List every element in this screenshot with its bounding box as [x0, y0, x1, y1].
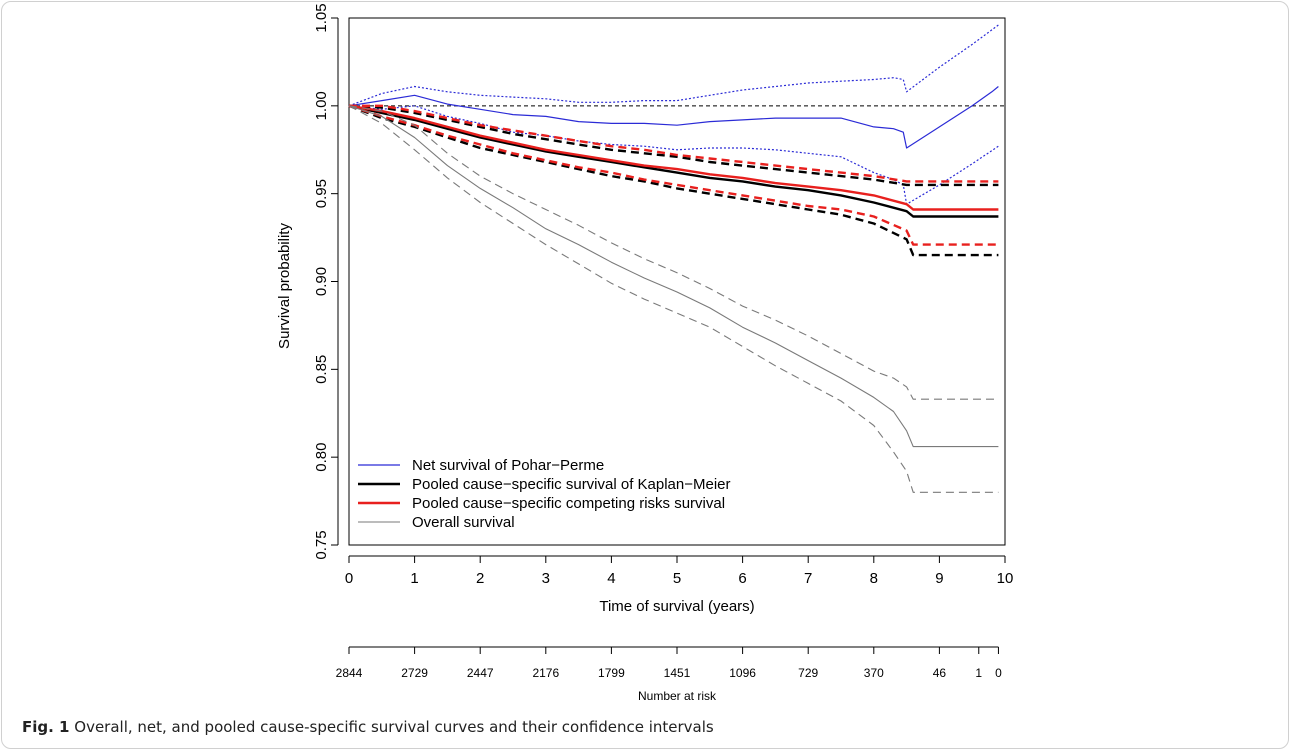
x-tick-label: 6	[738, 570, 746, 587]
figure-caption: Fig. 1 Overall, net, and pooled cause-sp…	[22, 718, 714, 736]
legend-label: Pooled cause−specific competing risks su…	[412, 495, 725, 512]
x-tick-label: 4	[607, 570, 615, 587]
risk-table: 2844 2729 2447 2176 1799 1451 1096 729 370 46 1 0	[336, 646, 1002, 680]
x-tick-label: 3	[542, 570, 550, 587]
x-tick-label: 2	[476, 570, 484, 587]
risk-value: 2176	[532, 666, 559, 680]
risk-value: 1799	[598, 666, 625, 680]
series-line-4-dashed	[348, 104, 999, 187]
legend-label: Net survival of Pohar−Perme	[412, 457, 604, 474]
x-tick-label: 8	[870, 570, 878, 587]
y-tick-label: 1.05	[313, 3, 330, 32]
legend: Net survival of Pohar−Perme Pooled cause−…	[358, 457, 731, 531]
series-line-8-dashed	[348, 104, 999, 246]
risk-table-label: Number at risk	[638, 689, 717, 703]
series-line-1-dotted	[348, 24, 999, 107]
series-line-10-dashed	[348, 105, 999, 400]
y-tick-label: 1.00	[313, 91, 330, 120]
y-tick-label: 0.75	[313, 530, 330, 559]
series-line-2-dotted	[348, 105, 999, 205]
risk-value: 0	[995, 666, 1002, 680]
risk-value: 729	[798, 666, 818, 680]
x-tick-label: 0	[345, 570, 353, 587]
y-tick-label: 0.95	[313, 179, 330, 208]
risk-value: 46	[933, 666, 947, 680]
risk-value: 2844	[336, 666, 363, 680]
x-tick-label: 9	[935, 570, 943, 587]
y-tick-label: 0.90	[313, 267, 330, 296]
figure-caption-text: Overall, net, and pooled cause-specific …	[74, 718, 714, 736]
risk-value: 1	[975, 666, 982, 680]
series-line-3-solid	[348, 104, 999, 218]
y-tick-label: 0.85	[313, 355, 330, 384]
risk-value: 2729	[401, 666, 428, 680]
series-lines	[348, 24, 1005, 493]
x-axis-label: Time of survival (years)	[599, 598, 754, 615]
y-tick-label: 0.80	[313, 443, 330, 472]
y-axis-label: Survival probability	[276, 223, 293, 349]
risk-value: 1451	[664, 666, 691, 680]
series-line-6-solid	[348, 104, 999, 211]
x-tick-label: 10	[997, 570, 1014, 587]
series-line-9-solid	[348, 105, 999, 448]
series-line-0-solid	[348, 86, 999, 149]
legend-label: Overall survival	[412, 514, 515, 531]
x-tick-label: 5	[673, 570, 681, 587]
axes: 0.75 0.80 0.85 0.90 0.95 1.00 1.05 0 1 2 3 4 5 6 7 8 9 10	[313, 3, 1013, 587]
figure-label: Fig. 1	[22, 718, 70, 736]
risk-value: 2447	[467, 666, 494, 680]
series-line-11-dashed	[348, 105, 999, 493]
risk-value: 1096	[729, 666, 756, 680]
x-tick-label: 1	[410, 570, 418, 587]
series-line-7-dashed	[349, 104, 999, 183]
legend-label: Pooled cause−specific survival of Kaplan…	[412, 476, 731, 493]
risk-value: 370	[864, 666, 884, 680]
series-line-5-dashed	[348, 104, 999, 257]
plot-border	[348, 17, 1006, 546]
x-tick-label: 7	[804, 570, 812, 587]
